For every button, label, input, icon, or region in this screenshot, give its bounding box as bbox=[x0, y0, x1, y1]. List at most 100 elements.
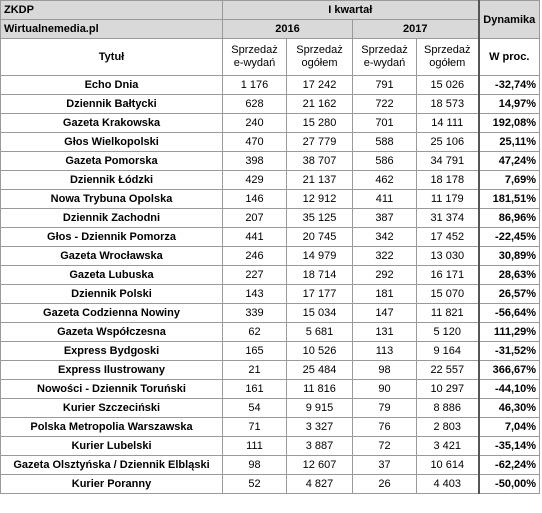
cell-edition-sales-2017: 722 bbox=[352, 94, 417, 114]
cell-total-sales-2017: 8 886 bbox=[415, 398, 480, 418]
cell-dynamics: 366,67% bbox=[478, 360, 541, 380]
edition-sales-2016-header: Sprzedaż e-wydań bbox=[222, 38, 287, 76]
cell-edition-sales-2016: 165 bbox=[222, 341, 287, 361]
cell-dynamics: 192,08% bbox=[478, 113, 541, 133]
cell-total-sales-2016: 12 912 bbox=[286, 189, 353, 209]
cell-edition-sales-2016: 240 bbox=[222, 113, 287, 133]
cell-title: Gazeta Wrocławska bbox=[0, 246, 223, 266]
table-row: Kurier Szczeciński 54 9 915 79 8 886 46,30% bbox=[0, 398, 541, 418]
cell-title: Głos Wielkopolski bbox=[0, 132, 223, 152]
cell-total-sales-2016: 11 816 bbox=[286, 379, 353, 399]
cell-total-sales-2016: 10 526 bbox=[286, 341, 353, 361]
table-row: Gazeta Codzienna Nowiny 339 15 034 147 11 82… bbox=[0, 303, 541, 323]
cell-edition-sales-2017: 292 bbox=[352, 265, 417, 285]
cell-edition-sales-2017: 586 bbox=[352, 151, 417, 171]
table-row: Gazeta Lubuska 227 18 714 292 16 171 28,63% bbox=[0, 265, 541, 285]
cell-total-sales-2016: 15 034 bbox=[286, 303, 353, 323]
cell-total-sales-2017: 16 171 bbox=[415, 265, 480, 285]
cell-total-sales-2017: 18 178 bbox=[415, 170, 480, 190]
cell-edition-sales-2017: 181 bbox=[352, 284, 417, 304]
cell-total-sales-2016: 3 327 bbox=[286, 417, 353, 437]
cell-edition-sales-2016: 98 bbox=[222, 455, 287, 475]
year-2016-header: 2016 bbox=[222, 19, 353, 39]
cell-total-sales-2016: 38 707 bbox=[286, 151, 353, 171]
table-row: Gazeta Krakowska 240 15 280 701 14 111 192,08… bbox=[0, 113, 541, 133]
cell-total-sales-2017: 15 026 bbox=[415, 75, 480, 95]
table-row: Echo Dnia 1 176 17 242 791 15 026 -32,74% bbox=[0, 75, 541, 95]
cell-title: Gazeta Olsztyńska / Dziennik Elbląski bbox=[0, 455, 223, 475]
cell-total-sales-2017: 18 573 bbox=[415, 94, 480, 114]
cell-edition-sales-2016: 339 bbox=[222, 303, 287, 323]
cell-total-sales-2016: 9 915 bbox=[286, 398, 353, 418]
cell-title: Kurier Szczeciński bbox=[0, 398, 223, 418]
column-header-row: Tytuł Sprzedaż e-wydań Sprzedaż ogółem S… bbox=[0, 38, 541, 76]
cell-total-sales-2016: 21 137 bbox=[286, 170, 353, 190]
table-row: Dziennik Zachodni 207 35 125 387 31 374 86,96… bbox=[0, 208, 541, 228]
cell-dynamics: 86,96% bbox=[478, 208, 541, 228]
cell-dynamics: 181,51% bbox=[478, 189, 541, 209]
cell-dynamics: 26,57% bbox=[478, 284, 541, 304]
cell-edition-sales-2017: 79 bbox=[352, 398, 417, 418]
cell-dynamics: 7,69% bbox=[478, 170, 541, 190]
cell-total-sales-2016: 12 607 bbox=[286, 455, 353, 475]
cell-total-sales-2017: 31 374 bbox=[415, 208, 480, 228]
cell-total-sales-2016: 18 714 bbox=[286, 265, 353, 285]
cell-dynamics: 47,24% bbox=[478, 151, 541, 171]
cell-total-sales-2017: 10 614 bbox=[415, 455, 480, 475]
cell-edition-sales-2017: 791 bbox=[352, 75, 417, 95]
cell-dynamics: -35,14% bbox=[478, 436, 541, 456]
cell-edition-sales-2017: 387 bbox=[352, 208, 417, 228]
cell-edition-sales-2017: 26 bbox=[352, 474, 417, 494]
cell-edition-sales-2016: 111 bbox=[222, 436, 287, 456]
cell-total-sales-2017: 22 557 bbox=[415, 360, 480, 380]
cell-title: Express Bydgoski bbox=[0, 341, 223, 361]
cell-edition-sales-2016: 146 bbox=[222, 189, 287, 209]
cell-title: Głos - Dziennik Pomorza bbox=[0, 227, 223, 247]
source-label: ZKDP bbox=[0, 0, 223, 20]
cell-edition-sales-2017: 90 bbox=[352, 379, 417, 399]
cell-edition-sales-2017: 322 bbox=[352, 246, 417, 266]
cell-edition-sales-2016: 227 bbox=[222, 265, 287, 285]
cell-total-sales-2016: 21 162 bbox=[286, 94, 353, 114]
cell-total-sales-2017: 15 070 bbox=[415, 284, 480, 304]
cell-edition-sales-2016: 429 bbox=[222, 170, 287, 190]
cell-total-sales-2017: 9 164 bbox=[415, 341, 480, 361]
cell-dynamics: 46,30% bbox=[478, 398, 541, 418]
table-row: Express Ilustrowany 21 25 484 98 22 557 366,6… bbox=[0, 360, 541, 380]
cell-title: Kurier Lubelski bbox=[0, 436, 223, 456]
cell-edition-sales-2016: 143 bbox=[222, 284, 287, 304]
cell-total-sales-2017: 14 111 bbox=[415, 113, 480, 133]
cell-dynamics: -50,00% bbox=[478, 474, 541, 494]
cell-total-sales-2017: 5 120 bbox=[415, 322, 480, 342]
cell-dynamics: -32,74% bbox=[478, 75, 541, 95]
table-row: Gazeta Olsztyńska / Dziennik Elbląski 98 1… bbox=[0, 455, 541, 475]
cell-edition-sales-2017: 131 bbox=[352, 322, 417, 342]
site-label: Wirtualnemedia.pl bbox=[0, 19, 223, 39]
cell-total-sales-2016: 17 242 bbox=[286, 75, 353, 95]
cell-dynamics: -44,10% bbox=[478, 379, 541, 399]
header-row-years: Wirtualnemedia.pl 2016 2017 bbox=[0, 19, 540, 39]
cell-edition-sales-2016: 52 bbox=[222, 474, 287, 494]
cell-title: Echo Dnia bbox=[0, 75, 223, 95]
cell-edition-sales-2016: 398 bbox=[222, 151, 287, 171]
cell-title: Express Ilustrowany bbox=[0, 360, 223, 380]
table-row: Nowa Trybuna Opolska 146 12 912 411 11 179 18… bbox=[0, 189, 541, 209]
table-row: Gazeta Wrocławska 246 14 979 322 13 030 30,89… bbox=[0, 246, 541, 266]
cell-total-sales-2017: 17 452 bbox=[415, 227, 480, 247]
cell-total-sales-2016: 5 681 bbox=[286, 322, 353, 342]
cell-edition-sales-2016: 246 bbox=[222, 246, 287, 266]
cell-edition-sales-2017: 462 bbox=[352, 170, 417, 190]
cell-edition-sales-2016: 1 176 bbox=[222, 75, 287, 95]
cell-edition-sales-2016: 441 bbox=[222, 227, 287, 247]
cell-total-sales-2017: 11 821 bbox=[415, 303, 480, 323]
cell-edition-sales-2016: 71 bbox=[222, 417, 287, 437]
cell-edition-sales-2017: 147 bbox=[352, 303, 417, 323]
cell-dynamics: 111,29% bbox=[478, 322, 541, 342]
cell-edition-sales-2016: 628 bbox=[222, 94, 287, 114]
table-row: Dziennik Polski 143 17 177 181 15 070 26,57% bbox=[0, 284, 541, 304]
table-row: Kurier Lubelski 111 3 887 72 3 421 -35,14% bbox=[0, 436, 541, 456]
cell-title: Gazeta Codzienna Nowiny bbox=[0, 303, 223, 323]
cell-dynamics: -31,52% bbox=[478, 341, 541, 361]
cell-total-sales-2016: 15 280 bbox=[286, 113, 353, 133]
cell-total-sales-2017: 4 403 bbox=[415, 474, 480, 494]
